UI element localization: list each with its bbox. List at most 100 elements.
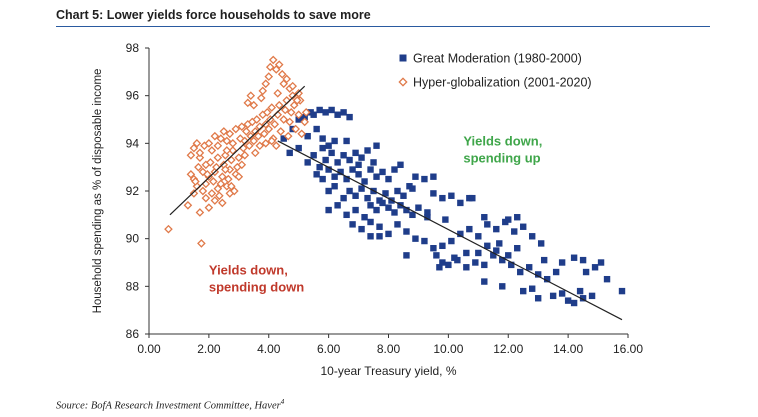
trendline [169, 85, 306, 216]
great-moderation-point [385, 204, 392, 211]
great-moderation-point [325, 187, 332, 195]
great-moderation-point [367, 202, 374, 209]
hyper-globalization-point [215, 191, 224, 201]
great-moderation-point [319, 175, 326, 183]
great-moderation-point [475, 249, 482, 257]
hyper-globalization-point [246, 131, 256, 141]
hyper-globalization-point [291, 124, 301, 134]
great-moderation-point [582, 268, 590, 276]
hyper-globalization-point [209, 177, 218, 186]
great-moderation-point [526, 264, 533, 271]
hyper-globalization-point [276, 127, 286, 136]
great-moderation-point [463, 264, 470, 271]
great-moderation-point [511, 228, 518, 235]
hyper-globalization-point [195, 153, 205, 162]
great-moderation-point [549, 292, 557, 300]
hyper-globalization-point [241, 127, 251, 136]
x-tick-label: 4.00 [257, 342, 281, 356]
great-moderation-point [379, 168, 386, 176]
hyper-globalization-point [273, 88, 283, 98]
great-moderation-point [304, 132, 311, 140]
hyper-globalization-point [225, 129, 235, 139]
trendline [277, 140, 623, 321]
great-moderation-point [340, 109, 347, 116]
hyper-globalization-point [222, 136, 232, 146]
great-moderation-point [295, 144, 302, 152]
great-moderation-point [412, 173, 419, 180]
annotation-yields-down-spending-up: Yields down, [463, 134, 542, 149]
hyper-globalization-point [195, 148, 205, 158]
great-moderation-point [514, 214, 521, 221]
great-moderation-point [499, 256, 506, 264]
hyper-globalization-point [292, 96, 302, 105]
great-moderation-point [520, 287, 527, 295]
plot-area: 86 88 90 92 94 96 98 0.00 2.00 4.00 6.00 8.00 10.00 1… [92, 41, 643, 378]
hyper-globalization-point [300, 117, 309, 127]
great-moderation-point [457, 230, 464, 238]
hyper-globalization-point [240, 150, 250, 160]
great-moderation-point [400, 192, 407, 199]
great-moderation-point [361, 178, 368, 185]
great-moderation-point [463, 249, 470, 257]
hyper-globalization-point [267, 136, 277, 146]
great-moderation-point [439, 242, 446, 250]
great-moderation-point [412, 235, 419, 242]
x-tick-label: 6.00 [317, 342, 341, 356]
great-moderation-point [403, 252, 410, 259]
great-moderation-point [508, 261, 515, 269]
great-moderation-point [349, 221, 356, 228]
hyper-globalization-point [231, 124, 241, 134]
hyper-globalization-point [274, 60, 284, 69]
great-moderation-point [340, 194, 347, 202]
great-moderation-point [579, 295, 587, 302]
hyper-globalization-point [262, 108, 272, 117]
great-moderation-point [529, 233, 536, 240]
y-tick-label: 86 [126, 327, 140, 341]
great-moderation-point [570, 299, 578, 307]
great-moderation-point [334, 159, 341, 166]
hyper-globalization-point [277, 69, 287, 79]
title-divider [56, 26, 710, 27]
great-moderation-point [358, 185, 365, 192]
great-moderation-point [385, 230, 392, 238]
hyper-globalization-point [253, 131, 263, 141]
legend-label-great-moderation: Great Moderation (1980-2000) [413, 52, 582, 66]
hyper-globalization-point [228, 146, 238, 155]
great-moderation-point [343, 175, 350, 183]
great-moderation-point [367, 166, 374, 173]
great-moderation-point [439, 259, 446, 266]
great-moderation-point [552, 268, 560, 276]
great-moderation-point [576, 287, 584, 295]
hyper-globalization-point [255, 122, 265, 131]
great-moderation-point [591, 264, 599, 271]
great-moderation-point [505, 252, 512, 259]
great-moderation-point [451, 254, 458, 261]
great-moderation-point [403, 206, 410, 214]
hyper-globalization-point [283, 131, 293, 141]
hyper-globalization-point [227, 181, 236, 191]
hyper-globalization-point [285, 117, 295, 127]
hyper-globalization-point [213, 153, 223, 162]
great-moderation-point [534, 271, 542, 278]
hyper-globalization-point [271, 141, 281, 151]
hyper-globalization-point [282, 74, 292, 84]
hyper-globalization-point [271, 65, 281, 74]
hyper-globalization-point [222, 146, 232, 155]
legend-marker-hyper-globalization [398, 77, 408, 87]
great-moderation-point [493, 225, 500, 233]
x-tick-label: 16.00 [613, 342, 643, 356]
x-tick-label: 10.00 [433, 342, 463, 356]
x-tick-label: 2.00 [197, 342, 221, 356]
great-moderation-point [409, 185, 416, 192]
hyper-globalization-point [250, 148, 260, 158]
great-moderation-point [331, 137, 338, 145]
great-moderation-point [442, 216, 449, 223]
y-tick-label: 90 [126, 232, 140, 246]
great-moderation-point [376, 233, 383, 240]
x-tick-label: 12.00 [493, 342, 523, 356]
great-moderation-point [394, 221, 401, 228]
hyper-globalization-point [210, 196, 220, 205]
x-tick-label: 14.00 [553, 342, 583, 356]
great-moderation-point [421, 237, 428, 245]
